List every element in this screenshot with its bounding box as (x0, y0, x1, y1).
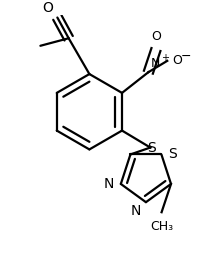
Text: CH₃: CH₃ (150, 220, 173, 233)
Text: −: − (181, 50, 191, 63)
Text: S: S (168, 147, 177, 161)
Text: N: N (104, 177, 114, 191)
Text: O: O (151, 30, 161, 43)
Text: S: S (147, 142, 156, 156)
Text: N: N (151, 57, 161, 70)
Text: +: + (161, 53, 169, 63)
Text: N: N (131, 204, 141, 218)
Text: O: O (42, 1, 53, 15)
Text: O: O (172, 54, 182, 67)
